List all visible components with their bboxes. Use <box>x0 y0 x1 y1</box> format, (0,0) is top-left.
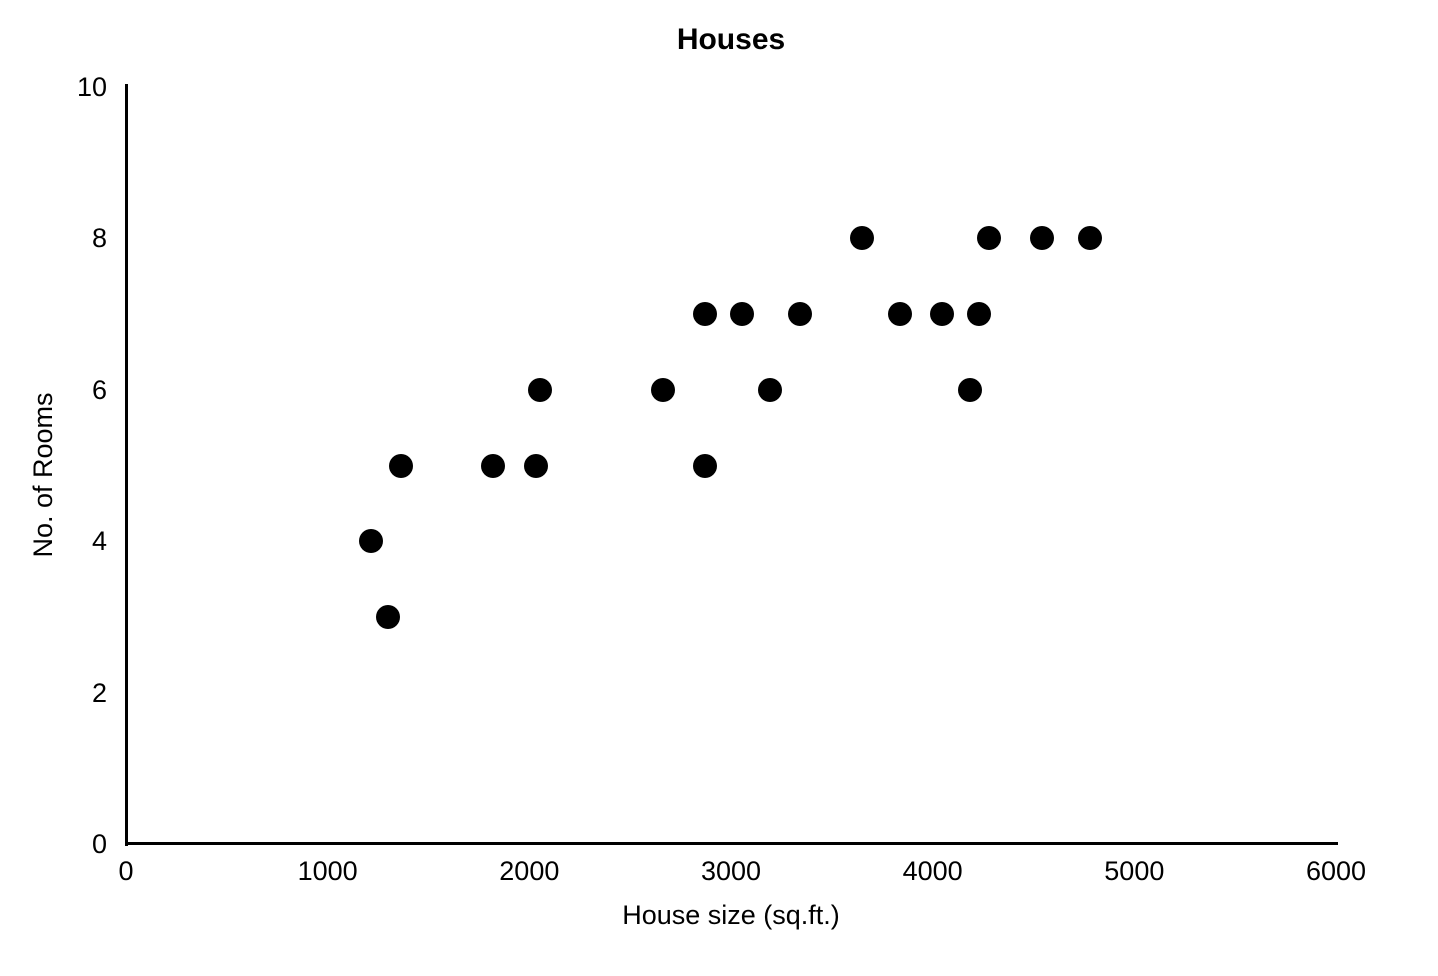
data-point <box>692 453 717 478</box>
x-tick-label: 6000 <box>1305 856 1367 886</box>
data-point <box>359 529 384 554</box>
data-point <box>929 302 954 327</box>
y-tick-label: 0 <box>91 829 107 859</box>
data-point <box>850 226 875 251</box>
data-point <box>888 302 913 327</box>
data-point <box>528 377 553 402</box>
x-tick-label: 2000 <box>499 856 560 886</box>
x-tick-label: 0 <box>118 856 134 886</box>
x-tick-label: 5000 <box>1104 856 1165 886</box>
data-point <box>787 302 812 327</box>
y-tick-label: 6 <box>91 374 107 405</box>
data-point <box>651 377 676 402</box>
y-tick-label: 2 <box>91 677 107 708</box>
x-tick-label: 1000 <box>297 856 358 886</box>
x-tick-label: 4000 <box>902 856 963 886</box>
data-point <box>730 302 755 327</box>
data-point <box>692 302 717 327</box>
data-point <box>977 226 1002 251</box>
data-point <box>376 604 401 629</box>
data-point <box>1077 226 1102 251</box>
y-tick-label: 10 <box>76 72 107 102</box>
data-point <box>957 377 982 402</box>
chart-title: Houses <box>676 23 786 56</box>
data-point <box>389 453 414 478</box>
data-point <box>481 453 506 478</box>
x-tick-label: 3000 <box>700 856 762 886</box>
x-axis-label: House size (sq.ft.) <box>622 900 840 930</box>
data-point <box>967 302 992 327</box>
data-point <box>524 453 549 478</box>
y-tick-label: 4 <box>91 526 107 557</box>
x-axis-line <box>125 842 1338 845</box>
y-tick-label: 8 <box>91 223 107 254</box>
data-point <box>758 377 783 402</box>
y-axis-line <box>125 84 128 846</box>
data-point <box>1029 226 1054 251</box>
